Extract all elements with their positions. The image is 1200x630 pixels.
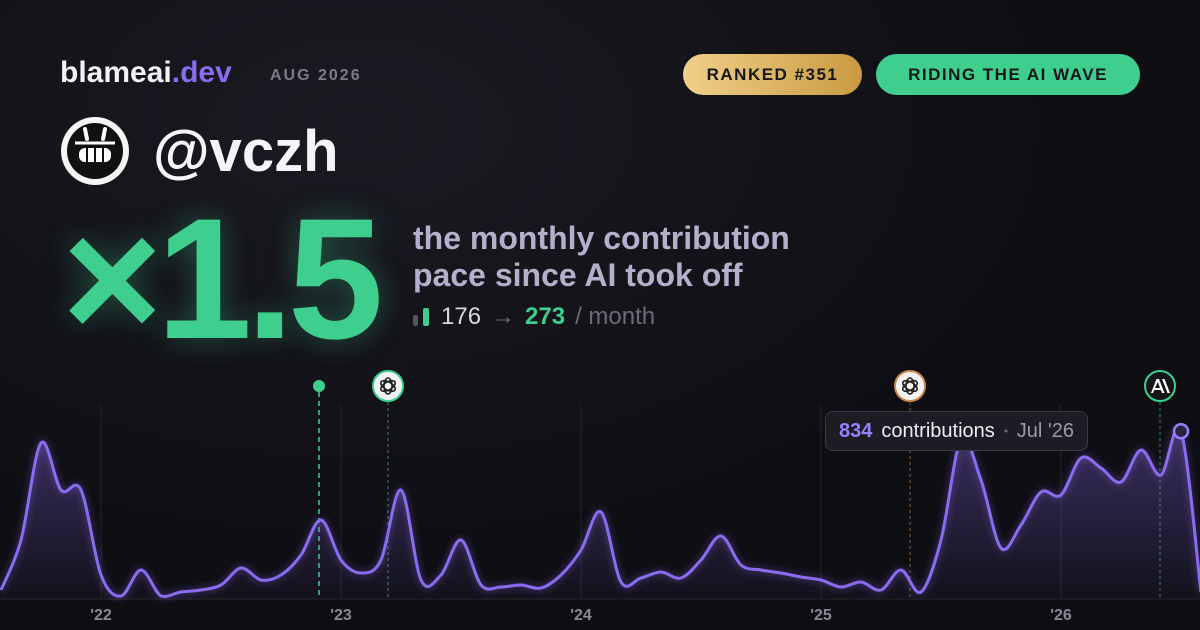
brand: blameai.dev xyxy=(60,56,232,90)
x-tick-label: '23 xyxy=(330,607,352,624)
brand-name: blameai xyxy=(60,56,172,89)
description: the monthly contribution xyxy=(413,220,790,256)
brand-suffix: .dev xyxy=(171,56,232,89)
x-tick-label: '26 xyxy=(1050,607,1072,624)
status-badge: RIDING THE AI WAVE xyxy=(876,54,1140,95)
event-dot xyxy=(313,380,325,392)
pace-icon xyxy=(413,308,429,326)
date: AUG 2026 xyxy=(270,67,362,84)
line xyxy=(0,426,1200,598)
rank-badge: RANKED #351 xyxy=(683,54,862,95)
pace-to: 273 xyxy=(525,303,566,330)
separator xyxy=(1004,429,1008,433)
pace-unit: / month xyxy=(575,303,656,330)
pace-from: 176 xyxy=(441,303,482,330)
anthropic-icon xyxy=(1144,370,1176,402)
openai-icon xyxy=(372,370,404,402)
tooltip-date: Jul '26 xyxy=(1016,419,1074,442)
pace: 176 → 273 / month xyxy=(413,303,655,331)
handle: @vczh xyxy=(153,119,339,184)
tooltip: 834 contributions Jul '26 xyxy=(825,411,1088,451)
x-tick-label: '25 xyxy=(810,607,832,624)
avatar xyxy=(61,117,129,185)
x-tick-label: '22 xyxy=(90,607,112,624)
description: pace since AI took off xyxy=(413,257,743,293)
multiplier: ×1.5 xyxy=(62,183,384,375)
tooltip-value: 834 xyxy=(839,419,873,442)
highlight-point xyxy=(1172,422,1190,440)
tooltip-label: contributions xyxy=(881,419,995,442)
pace-arrow: → xyxy=(491,303,516,330)
openai-icon xyxy=(894,370,926,402)
x-tick-label: '24 xyxy=(570,607,592,624)
